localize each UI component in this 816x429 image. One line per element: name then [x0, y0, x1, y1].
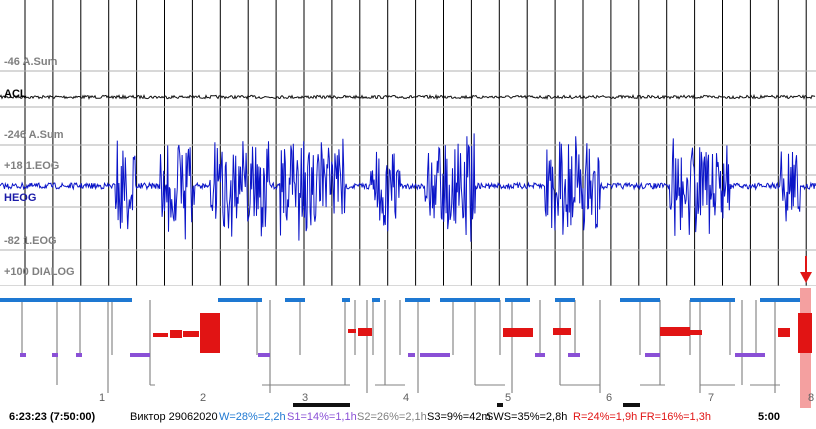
wake-segment [440, 298, 500, 302]
channel-separators [0, 70, 816, 286]
hour-tick-2: 2 [200, 392, 207, 404]
rem-block [170, 330, 182, 338]
signal-panel[interactable]: -46 A.Sum ACL -246 A.Sum +18 1.EOG HEOG … [0, 0, 816, 286]
hypnogram-s1-segments [20, 353, 765, 357]
dialog-scale-label: +100 DIALOG [4, 266, 75, 278]
wake-segment [620, 298, 660, 302]
wake-segment [690, 298, 735, 302]
hour-tick-4: 4 [403, 392, 410, 404]
hour-tick-1: 1 [99, 392, 106, 404]
hour-tick-3: 3 [302, 392, 309, 404]
hypnogram-deep-sleep-bars [293, 403, 640, 407]
s1-segment [568, 353, 580, 357]
acl-scale-label: -46 A.Sum [4, 56, 58, 68]
epoch-grid [24, 0, 807, 286]
time-marker: 5:00 [758, 411, 781, 423]
rem-block [690, 330, 702, 335]
wake-segment [555, 298, 575, 302]
current-time: 6:23:23 (7:50:00) [9, 411, 96, 423]
s1-segment [20, 353, 26, 357]
hour-tick-8: 8 [808, 392, 815, 404]
hour-tick-7: 7 [708, 392, 715, 404]
heog-channel-label[interactable]: HEOG [4, 192, 37, 204]
wake-segment [342, 298, 350, 302]
rem-block [503, 328, 533, 337]
stat-fr: FR=16%=1,3h [640, 411, 711, 423]
s1-segment [735, 353, 765, 357]
stat-wake: W=28%=2,2h [219, 411, 286, 423]
s1-segment [420, 353, 450, 357]
wake-segment [505, 298, 530, 302]
rem-block [798, 313, 812, 353]
s1-segment [130, 353, 150, 357]
wake-segment [372, 298, 380, 302]
rem-block [778, 328, 790, 337]
acl-trace [0, 93, 816, 101]
wake-segment [760, 298, 800, 302]
heog-scale-label: -246 A.Sum [4, 129, 64, 141]
s1-segment [535, 353, 545, 357]
hour-tick-5: 5 [505, 392, 512, 404]
deep-sleep-segment [497, 403, 503, 407]
s1-segment [645, 353, 660, 357]
rem-block [553, 328, 571, 335]
eog-bottom-scale-label: -82 1.EOG [4, 235, 57, 247]
hour-tick-6: 6 [606, 392, 613, 404]
stat-s1: S1=14%=1,1h [287, 411, 357, 423]
wake-segment [285, 298, 305, 302]
hypnogram [0, 288, 812, 408]
hypnogram-panel[interactable] [0, 288, 816, 408]
rem-block [348, 329, 356, 333]
subject-name: Виктор 29062020 [130, 411, 218, 423]
rem-block [660, 327, 690, 336]
down-arrow-icon[interactable] [799, 256, 813, 289]
wake-segment [218, 298, 262, 302]
rem-block [200, 313, 220, 353]
deep-sleep-segment [293, 403, 350, 407]
rem-block [153, 333, 168, 337]
s1-segment [258, 353, 270, 357]
heog-trace [0, 133, 816, 242]
acl-channel-label[interactable]: ACL [4, 88, 27, 100]
eog-top-scale-label: +18 1.EOG [4, 160, 60, 172]
stat-s2: S2=26%=2,1h [357, 411, 427, 423]
s1-segment [52, 353, 58, 357]
status-bar: 6:23:23 (7:50:00) Виктор 29062020 W=28%=… [0, 408, 816, 429]
s1-segment [408, 353, 415, 357]
hypnogram-wake-segments [0, 298, 800, 302]
deep-sleep-segment [623, 403, 640, 407]
hypnogram-stage-lines [21, 300, 780, 393]
stat-rem: R=24%=1,9h [573, 411, 638, 423]
stat-sws: SWS=35%=2,8h [486, 411, 568, 423]
s1-segment [76, 353, 82, 357]
down-arrow-icon-glyph [800, 256, 812, 283]
signal-traces [0, 0, 816, 286]
rem-block [183, 331, 199, 337]
rem-block [358, 328, 372, 336]
stat-s3: S3=9%=42m [427, 411, 491, 423]
hypnogram-rem-blocks [153, 313, 812, 353]
stage-transition-lines [21, 300, 776, 393]
wake-segment [0, 298, 132, 302]
wake-segment [405, 298, 430, 302]
